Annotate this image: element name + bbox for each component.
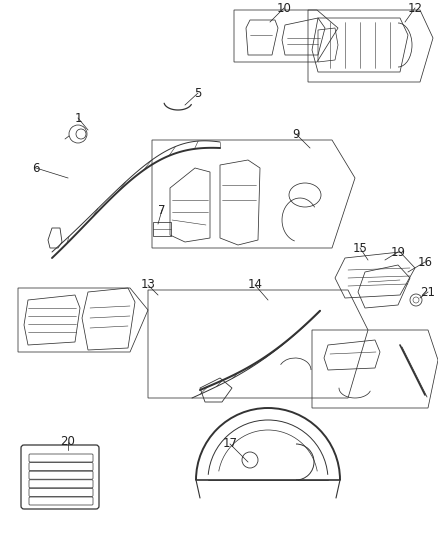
Text: 21: 21 <box>420 286 434 298</box>
Text: 7: 7 <box>158 204 166 216</box>
Text: 20: 20 <box>60 435 75 448</box>
Text: 13: 13 <box>140 279 155 292</box>
Text: 14: 14 <box>247 279 262 292</box>
Text: 5: 5 <box>194 86 201 100</box>
Text: 12: 12 <box>406 2 421 14</box>
Text: 6: 6 <box>32 161 40 174</box>
Text: 9: 9 <box>292 127 299 141</box>
Text: 19: 19 <box>390 246 405 259</box>
Text: 16: 16 <box>417 255 431 269</box>
Text: 10: 10 <box>276 2 291 14</box>
Text: 15: 15 <box>352 241 367 254</box>
Text: 17: 17 <box>222 438 237 450</box>
Text: 1: 1 <box>74 111 81 125</box>
Bar <box>153 222 171 236</box>
